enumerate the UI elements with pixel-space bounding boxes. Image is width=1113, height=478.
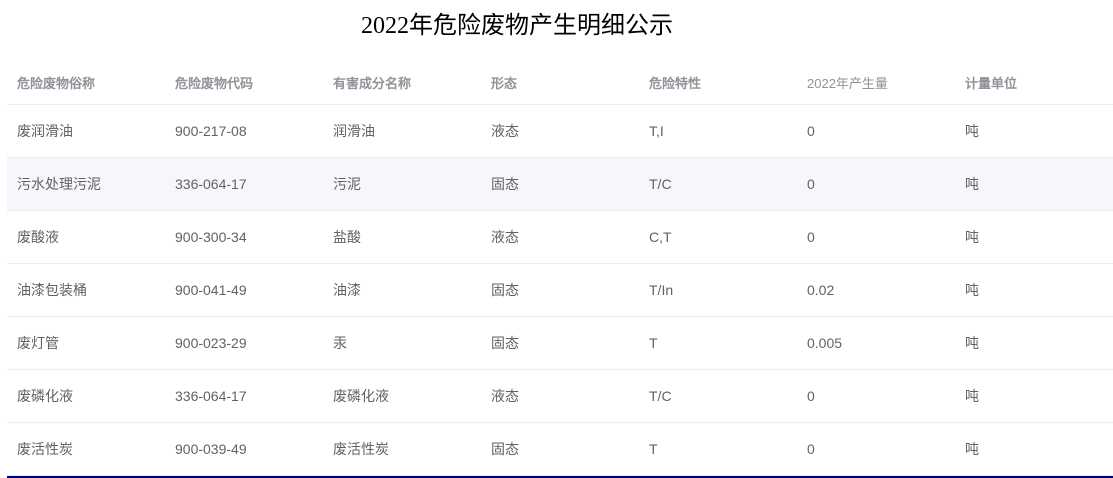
table-cell: 0 [807, 176, 815, 192]
column-header: 计量单位 [965, 75, 1018, 91]
table-cell: 污泥 [333, 176, 361, 192]
table-cell: 润滑油 [333, 123, 375, 139]
table-cell: 液态 [491, 123, 519, 139]
table-cell: 废酸液 [17, 229, 59, 245]
table-cell: 0 [807, 229, 815, 245]
table-cell: 吨 [965, 388, 979, 404]
table-cell: 废磷化液 [333, 388, 389, 404]
table-cell: 液态 [491, 388, 519, 404]
table-cell: 盐酸 [333, 229, 361, 245]
table-row[interactable]: 废润滑油 900-217-08 润滑油 液态 T,I 0 吨 [7, 105, 1113, 158]
table-cell: 900-039-49 [175, 441, 247, 457]
table-cell: C,T [649, 229, 672, 245]
table-row[interactable]: 污水处理污泥 336-064-17 污泥 固态 T/C 0 吨 [7, 158, 1113, 211]
table-cell: 固态 [491, 176, 519, 192]
page-title: 2022年危险废物产生明细公示 [361, 13, 673, 39]
table-cell: 0 [807, 388, 815, 404]
table-cell: 吨 [965, 123, 979, 139]
column-header: 危险废物代码 [175, 75, 254, 91]
table-row[interactable]: 油漆包装桶 900-041-49 油漆 固态 T/In 0.02 吨 [7, 264, 1113, 317]
table-cell: 吨 [965, 282, 979, 298]
table-row[interactable]: 废灯管 900-023-29 汞 固态 T 0.005 吨 [7, 317, 1113, 370]
column-header: 2022年产生量 [807, 75, 888, 91]
table-cell: 吨 [965, 335, 979, 351]
table-cell: 吨 [965, 441, 979, 457]
table-cell: T/C [649, 388, 672, 404]
table-cell: 污水处理污泥 [17, 176, 101, 192]
table-cell: T,I [649, 123, 664, 139]
table-row[interactable]: 废磷化液 336-064-17 废磷化液 液态 T/C 0 吨 [7, 370, 1113, 423]
table-header: 危险废物俗称 危险废物代码 有害成分名称 形态 危险特性 2022年产生量 计量单位 [7, 60, 1113, 105]
table-cell: T/In [649, 282, 674, 298]
table-cell: 液态 [491, 229, 519, 245]
table-cell: T/C [649, 176, 672, 192]
table-cell: 0 [807, 441, 815, 457]
table-cell: 0 [807, 123, 815, 139]
table-cell: 336-064-17 [175, 388, 247, 404]
table-cell: 吨 [965, 176, 979, 192]
column-header: 危险特性 [649, 75, 702, 91]
table-cell: 废活性炭 [17, 441, 73, 457]
table-cell: 固态 [491, 282, 519, 298]
table-cell: 油漆包装桶 [17, 282, 87, 298]
column-header: 危险废物俗称 [17, 75, 96, 91]
column-header: 形态 [491, 75, 518, 91]
table-cell: 0.005 [807, 335, 843, 351]
table-cell: 900-041-49 [175, 282, 247, 298]
table-cell: 汞 [333, 335, 347, 351]
table-cell: 吨 [965, 229, 979, 245]
table-row[interactable]: 废酸液 900-300-34 盐酸 液态 C,T 0 吨 [7, 211, 1113, 264]
table-cell: T [649, 441, 658, 457]
table-cell: 900-023-29 [175, 335, 247, 351]
table-cell: 900-300-34 [175, 229, 247, 245]
waste-table: 危险废物俗称 危险废物代码 有害成分名称 形态 危险特性 2022年产生量 计量单位 废润滑… [7, 60, 1113, 478]
table-row[interactable]: 废活性炭 900-039-49 废活性炭 固态 T 0 吨 [7, 423, 1113, 476]
table-cell: 0.02 [807, 282, 835, 298]
table-cell: 固态 [491, 335, 519, 351]
column-header: 有害成分名称 [333, 75, 412, 91]
table-cell: 900-217-08 [175, 123, 247, 139]
table-cell: 336-064-17 [175, 176, 247, 192]
table-cell: 固态 [491, 441, 519, 457]
table-cell: 废磷化液 [17, 388, 73, 404]
table-cell: T [649, 335, 658, 351]
table-cell: 废灯管 [17, 335, 59, 351]
table-cell: 油漆 [333, 282, 361, 298]
table-cell: 废活性炭 [333, 441, 389, 457]
table-cell: 废润滑油 [17, 123, 73, 139]
